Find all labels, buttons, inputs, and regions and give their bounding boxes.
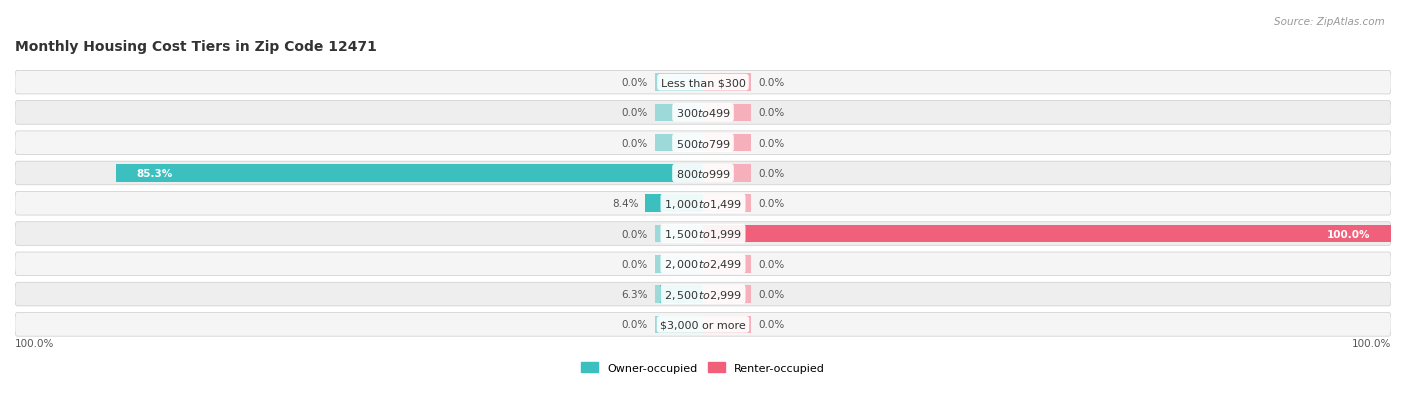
- Text: $800 to $999: $800 to $999: [675, 168, 731, 180]
- Bar: [703, 225, 1391, 243]
- FancyBboxPatch shape: [15, 192, 1391, 216]
- Bar: [655, 255, 703, 273]
- Text: 0.0%: 0.0%: [621, 320, 648, 330]
- Text: 0.0%: 0.0%: [621, 138, 648, 148]
- Bar: [645, 195, 703, 213]
- Text: Monthly Housing Cost Tiers in Zip Code 12471: Monthly Housing Cost Tiers in Zip Code 1…: [15, 40, 377, 54]
- Text: 85.3%: 85.3%: [136, 169, 173, 178]
- Text: $2,500 to $2,999: $2,500 to $2,999: [664, 288, 742, 301]
- Text: 100.0%: 100.0%: [1351, 338, 1391, 348]
- Bar: [655, 316, 703, 333]
- Text: 6.3%: 6.3%: [621, 290, 648, 299]
- Text: 0.0%: 0.0%: [758, 259, 785, 269]
- Bar: [117, 165, 703, 182]
- FancyBboxPatch shape: [15, 282, 1391, 306]
- Text: Source: ZipAtlas.com: Source: ZipAtlas.com: [1274, 17, 1385, 26]
- Text: 0.0%: 0.0%: [621, 229, 648, 239]
- Text: 0.0%: 0.0%: [758, 320, 785, 330]
- Text: 100.0%: 100.0%: [1327, 229, 1371, 239]
- Text: 0.0%: 0.0%: [758, 108, 785, 118]
- Text: 0.0%: 0.0%: [621, 108, 648, 118]
- Text: $500 to $799: $500 to $799: [675, 138, 731, 150]
- FancyBboxPatch shape: [15, 222, 1391, 246]
- Bar: [703, 165, 751, 182]
- Text: 0.0%: 0.0%: [758, 138, 785, 148]
- Text: 0.0%: 0.0%: [758, 290, 785, 299]
- Text: Less than $300: Less than $300: [661, 78, 745, 88]
- Text: 0.0%: 0.0%: [758, 199, 785, 209]
- Bar: [655, 225, 703, 243]
- FancyBboxPatch shape: [15, 71, 1391, 95]
- Legend: Owner-occupied, Renter-occupied: Owner-occupied, Renter-occupied: [576, 358, 830, 377]
- Bar: [703, 316, 751, 333]
- Text: 0.0%: 0.0%: [758, 78, 785, 88]
- Bar: [703, 195, 751, 213]
- FancyBboxPatch shape: [15, 252, 1391, 276]
- Text: 0.0%: 0.0%: [621, 259, 648, 269]
- Bar: [703, 135, 751, 152]
- Bar: [117, 165, 703, 182]
- Bar: [703, 225, 1391, 243]
- Bar: [703, 255, 751, 273]
- Text: $300 to $499: $300 to $499: [675, 107, 731, 119]
- Text: 0.0%: 0.0%: [758, 169, 785, 178]
- Text: $1,500 to $1,999: $1,500 to $1,999: [664, 228, 742, 240]
- FancyBboxPatch shape: [15, 162, 1391, 185]
- Bar: [655, 286, 703, 303]
- Bar: [659, 286, 703, 303]
- Bar: [655, 74, 703, 92]
- Text: 0.0%: 0.0%: [621, 78, 648, 88]
- FancyBboxPatch shape: [15, 132, 1391, 155]
- Text: 100.0%: 100.0%: [15, 338, 55, 348]
- Bar: [645, 195, 703, 213]
- Text: $3,000 or more: $3,000 or more: [661, 320, 745, 330]
- Bar: [655, 135, 703, 152]
- Text: $2,000 to $2,499: $2,000 to $2,499: [664, 258, 742, 271]
- Bar: [703, 104, 751, 122]
- FancyBboxPatch shape: [15, 313, 1391, 336]
- Text: $1,000 to $1,499: $1,000 to $1,499: [664, 197, 742, 210]
- Text: 8.4%: 8.4%: [612, 199, 638, 209]
- FancyBboxPatch shape: [15, 101, 1391, 125]
- Bar: [703, 286, 751, 303]
- Bar: [703, 74, 751, 92]
- Bar: [655, 104, 703, 122]
